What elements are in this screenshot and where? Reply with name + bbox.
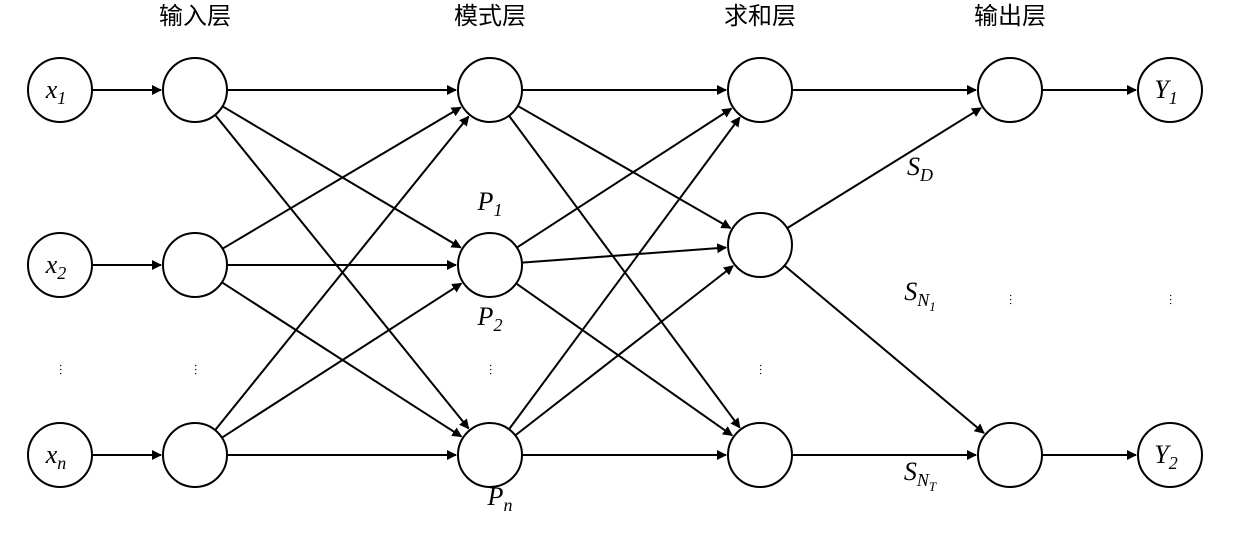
- sum-node: [728, 423, 792, 487]
- ellipsis: …: [1167, 294, 1181, 307]
- edge: [518, 106, 731, 228]
- pattern-label: P2: [477, 302, 503, 335]
- sum-edge-label: SNT: [904, 457, 937, 494]
- edge: [522, 248, 726, 263]
- pattern-label: P1: [477, 187, 503, 220]
- input-node: [163, 423, 227, 487]
- edge: [785, 266, 984, 434]
- sum-edge-label: SD: [907, 152, 933, 185]
- output-node: [978, 423, 1042, 487]
- input-node: [163, 233, 227, 297]
- input-node: [163, 58, 227, 122]
- ellipsis: …: [487, 364, 501, 377]
- ellipsis: …: [57, 364, 71, 377]
- edge: [516, 283, 732, 435]
- layer-title: 输入层: [159, 3, 231, 30]
- edge: [517, 108, 732, 247]
- pattern-label: Pn: [487, 482, 513, 515]
- pattern-node: [458, 233, 522, 297]
- edge: [787, 108, 981, 228]
- sum-node: [728, 213, 792, 277]
- sum-node: [728, 58, 792, 122]
- ellipsis: …: [192, 364, 206, 377]
- edge: [515, 266, 733, 435]
- network-diagram: x1x2xnY1Y2输入层模式层求和层输出层P1P2PnSDSN1SNT……………: [0, 0, 1239, 538]
- ellipsis: …: [757, 364, 771, 377]
- pattern-node: [458, 423, 522, 487]
- sum-edge-label: SN1: [904, 277, 936, 314]
- layer-title: 模式层: [454, 3, 526, 30]
- output-node: [978, 58, 1042, 122]
- layer-title: 求和层: [724, 3, 796, 30]
- ellipsis: …: [1007, 294, 1021, 307]
- layer-title: 输出层: [974, 3, 1046, 30]
- pattern-node: [458, 58, 522, 122]
